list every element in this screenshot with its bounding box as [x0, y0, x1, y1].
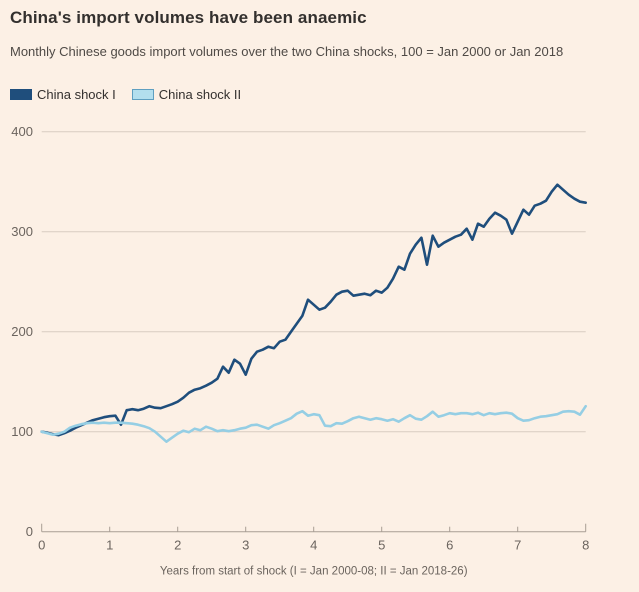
x-tick-label-5: 5: [378, 538, 385, 553]
y-tick-label-400: 400: [11, 124, 33, 139]
x-tick-label-7: 7: [514, 538, 521, 553]
x-tick-label-2: 2: [174, 538, 181, 553]
legend-swatch-china-shock-1: [10, 89, 32, 100]
x-axis-title: Years from start of shock (I = Jan 2000-…: [160, 566, 468, 578]
y-tick-label-200: 200: [11, 324, 33, 339]
legend-item-china-shock-2: China shock II: [131, 87, 242, 102]
y-tick-label-300: 300: [11, 224, 33, 239]
legend-label-china-shock-1: China shock I: [37, 87, 116, 102]
series-line-china-shock-ii: [40, 404, 588, 444]
x-tick-label-1: 1: [106, 538, 113, 553]
x-tick-label-3: 3: [242, 538, 249, 553]
y-tick-label-100: 100: [11, 424, 33, 439]
legend: China shock I China shock II: [10, 87, 241, 102]
x-tick-label-4: 4: [310, 538, 317, 553]
y-tick-label-0: 0: [26, 524, 33, 539]
chart-title: China's import volumes have been anaemic: [10, 8, 367, 27]
x-tick-label-0: 0: [38, 538, 45, 553]
legend-swatch-china-shock-2: [131, 89, 154, 100]
x-tick-label-6: 6: [446, 538, 453, 553]
chart-subtitle: Monthly Chinese goods import volumes ove…: [10, 44, 564, 59]
legend-item-china-shock-1: China shock I: [10, 87, 116, 102]
legend-label-china-shock-2: China shock II: [158, 87, 242, 102]
x-tick-label-8: 8: [582, 538, 589, 553]
series-line-china-shock-i: [40, 183, 588, 437]
